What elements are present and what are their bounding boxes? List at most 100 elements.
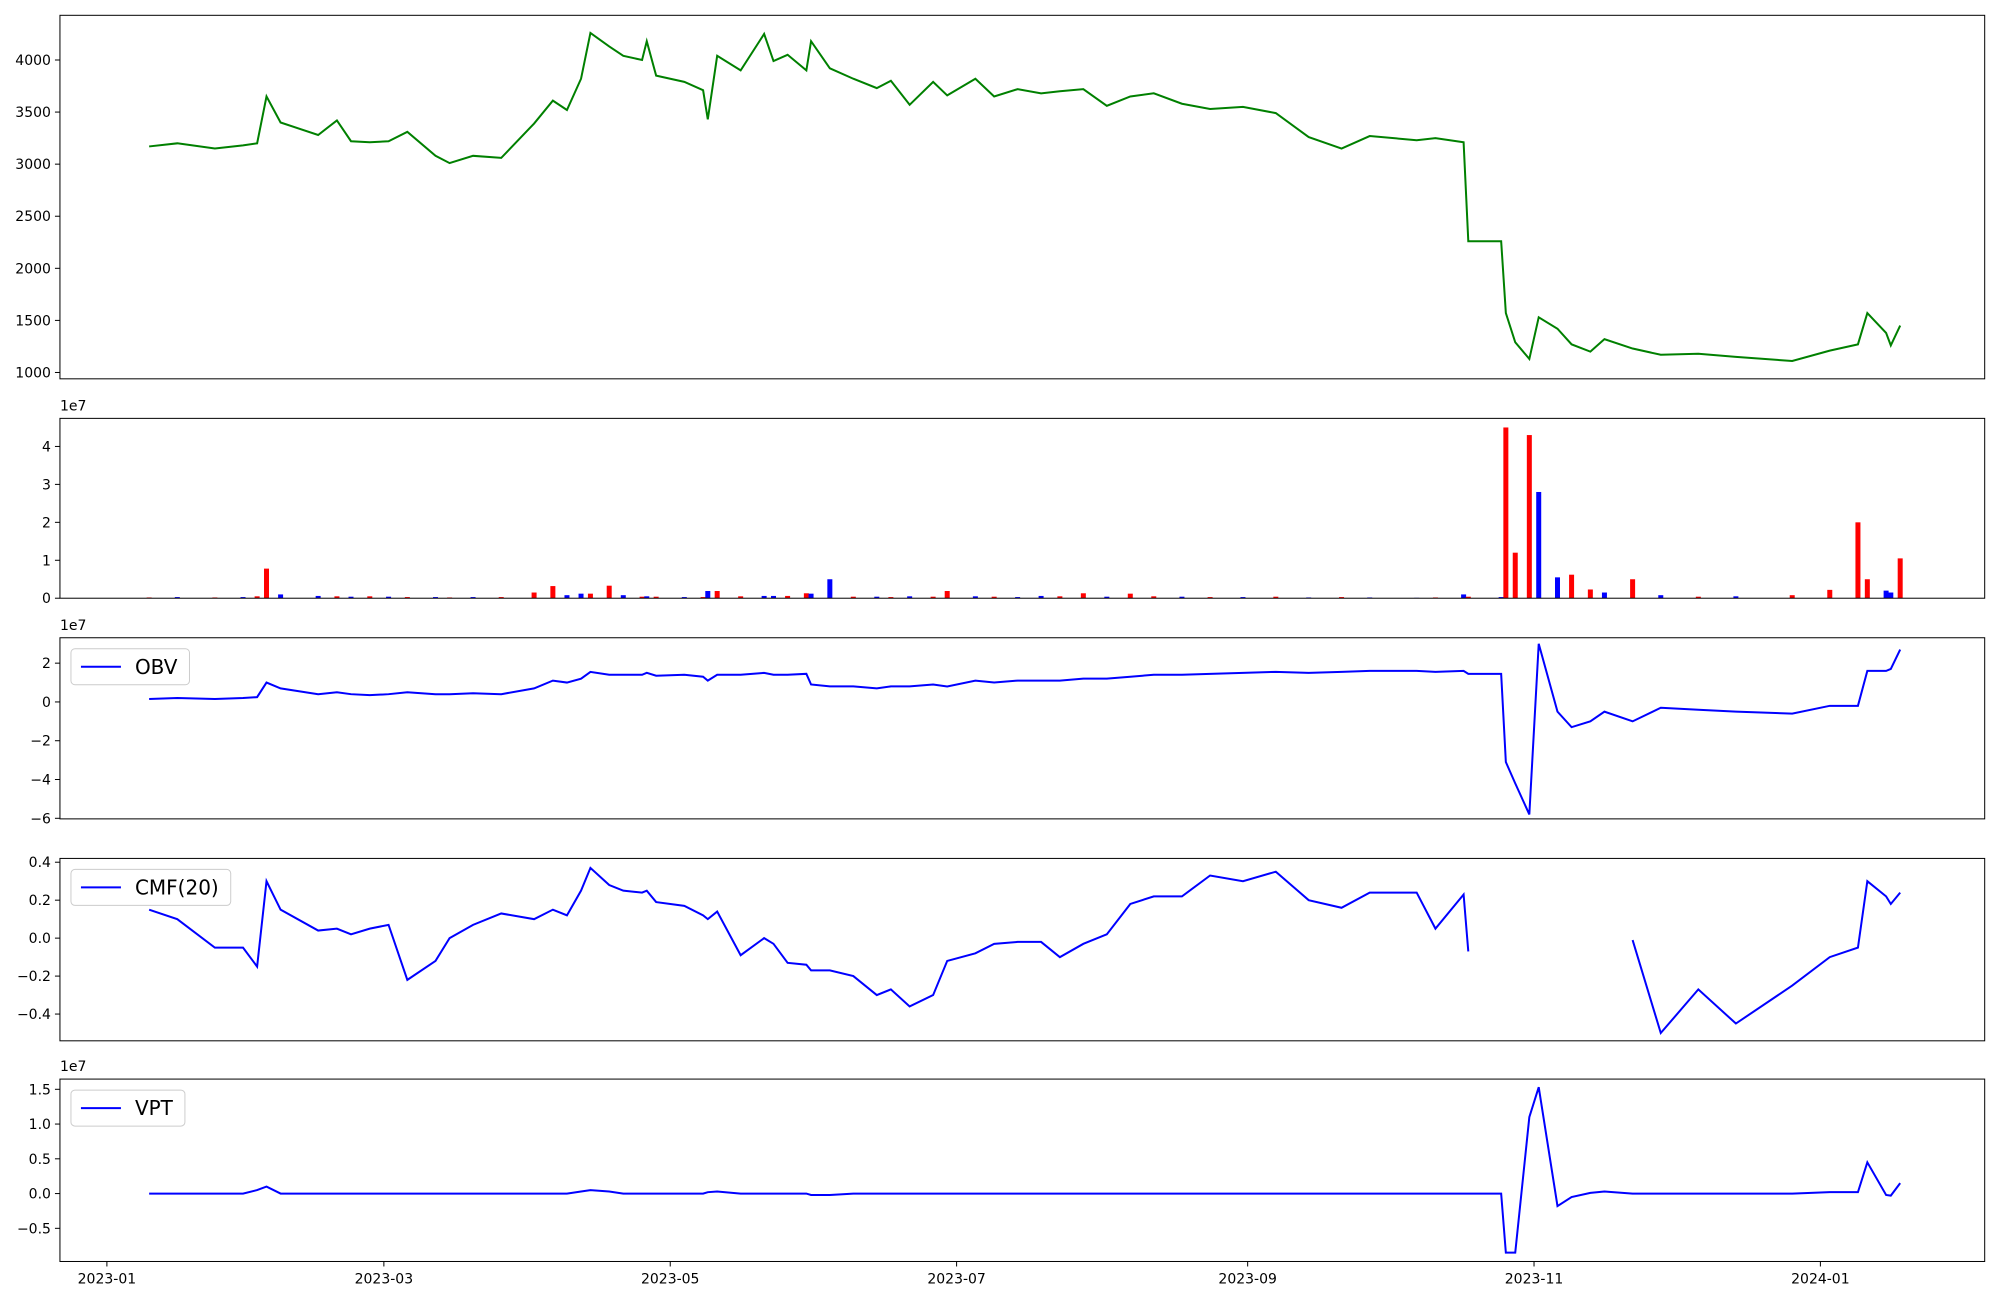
bar bbox=[578, 593, 584, 599]
y-tick-label: 1.5 bbox=[29, 1082, 51, 1098]
bar bbox=[1498, 597, 1504, 599]
axes-frame bbox=[59, 637, 1986, 820]
bar bbox=[874, 596, 880, 599]
legend-label: OBV bbox=[135, 655, 178, 679]
axes-frame bbox=[59, 1078, 1986, 1262]
bar bbox=[1864, 579, 1870, 599]
x-tick-label: 2023-03 bbox=[355, 1271, 414, 1287]
bar bbox=[1503, 427, 1509, 599]
y-tick-label: −0.2 bbox=[17, 969, 51, 985]
bar bbox=[1015, 597, 1021, 599]
y-tick-label: 2 bbox=[42, 515, 51, 531]
x-tick-label: 2024-01 bbox=[1791, 1271, 1850, 1287]
bar bbox=[550, 586, 556, 599]
bar bbox=[606, 585, 612, 599]
offset-text: 1e7 bbox=[60, 1059, 86, 1075]
y-tick-label: 3500 bbox=[15, 105, 51, 121]
bar bbox=[1554, 577, 1560, 599]
y-tick-label: 0 bbox=[42, 695, 51, 711]
bar bbox=[1855, 522, 1861, 599]
bar bbox=[1658, 595, 1664, 599]
bar bbox=[1587, 589, 1593, 599]
bar bbox=[1207, 597, 1213, 599]
bar bbox=[1601, 592, 1607, 599]
axes-frame bbox=[59, 417, 1986, 599]
bar bbox=[348, 596, 354, 599]
y-tick-label: 0 bbox=[42, 591, 51, 607]
y-tick-label: −0.5 bbox=[17, 1221, 51, 1237]
bar bbox=[761, 595, 767, 599]
bar bbox=[1104, 596, 1110, 599]
bar bbox=[1273, 596, 1279, 599]
bar bbox=[1733, 596, 1739, 599]
line bbox=[149, 31, 1902, 363]
bar bbox=[367, 596, 373, 599]
bar bbox=[254, 596, 260, 599]
y-tick-label: 0.4 bbox=[29, 855, 51, 871]
bar bbox=[991, 596, 997, 599]
bar bbox=[1789, 595, 1795, 599]
bar bbox=[930, 596, 936, 599]
axes-frame bbox=[59, 14, 1986, 380]
bar bbox=[1240, 597, 1246, 599]
x-tick-label: 2023-09 bbox=[1218, 1271, 1277, 1287]
bar bbox=[771, 595, 777, 599]
bar bbox=[1465, 596, 1471, 599]
bar bbox=[972, 596, 978, 599]
bar bbox=[944, 591, 950, 599]
line bbox=[149, 643, 1902, 815]
bar bbox=[1038, 595, 1044, 599]
x-tick-label: 2023-07 bbox=[927, 1271, 986, 1287]
bar bbox=[1461, 594, 1467, 599]
bar bbox=[1883, 590, 1889, 599]
bar bbox=[315, 595, 321, 599]
bar bbox=[644, 596, 650, 599]
y-tick-label: 3000 bbox=[15, 157, 51, 173]
line bbox=[149, 1086, 1901, 1254]
bar bbox=[850, 596, 856, 599]
y-tick-label: 1000 bbox=[15, 365, 51, 381]
bar bbox=[587, 593, 593, 599]
y-tick-label: 0.0 bbox=[29, 931, 51, 947]
legend-label: CMF(20) bbox=[135, 875, 219, 899]
bar bbox=[240, 597, 246, 599]
bar bbox=[803, 593, 809, 599]
bar bbox=[738, 596, 744, 599]
y-tick-label: −6 bbox=[30, 811, 51, 827]
x-tick-label: 2023-01 bbox=[78, 1271, 137, 1287]
bar bbox=[1339, 597, 1345, 599]
legend-box bbox=[70, 648, 190, 686]
bar bbox=[1512, 552, 1518, 599]
bar bbox=[386, 596, 392, 599]
offset-text: 1e7 bbox=[60, 618, 86, 634]
y-tick-label: 1500 bbox=[15, 313, 51, 329]
bar bbox=[639, 596, 645, 599]
offset-text: 1e7 bbox=[60, 398, 86, 414]
bar bbox=[907, 596, 913, 599]
y-tick-label: 2 bbox=[42, 656, 51, 672]
bar bbox=[681, 597, 687, 599]
y-tick-label: −0.4 bbox=[17, 1007, 51, 1023]
legend-label: VPT bbox=[135, 1096, 174, 1120]
bar bbox=[278, 594, 284, 599]
line bbox=[148, 866, 1901, 1036]
y-tick-label: −4 bbox=[30, 773, 51, 789]
bar bbox=[404, 597, 410, 599]
bar bbox=[498, 597, 504, 599]
x-tick-label: 2023-11 bbox=[1505, 1271, 1564, 1287]
bar bbox=[264, 568, 270, 599]
y-tick-label: 3 bbox=[42, 477, 51, 493]
axes-frame bbox=[59, 857, 1986, 1042]
bar bbox=[1630, 579, 1636, 599]
bar bbox=[1080, 593, 1086, 599]
bar bbox=[1179, 596, 1185, 599]
bar bbox=[1888, 592, 1894, 599]
y-tick-label: 1.0 bbox=[29, 1117, 51, 1133]
y-tick-label: 2000 bbox=[15, 261, 51, 277]
bar bbox=[700, 597, 706, 599]
bar bbox=[714, 591, 720, 599]
bar bbox=[1897, 558, 1903, 599]
x-tick-label: 2023-05 bbox=[641, 1271, 700, 1287]
bar bbox=[531, 592, 537, 599]
